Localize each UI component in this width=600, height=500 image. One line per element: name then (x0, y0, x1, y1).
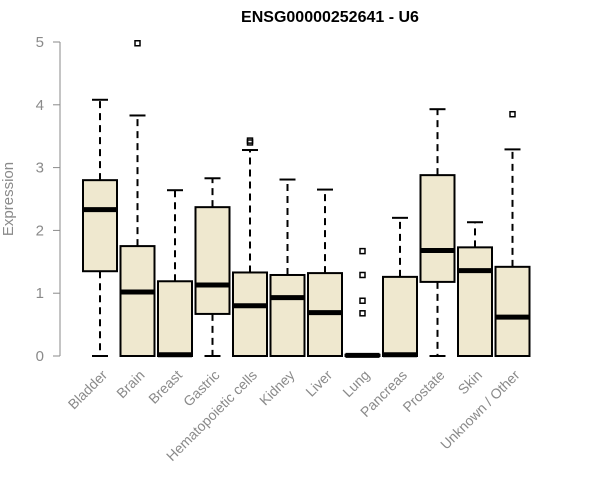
box-0 (82, 98, 118, 357)
x-tick-label: Lung (339, 367, 372, 400)
box-iqr (382, 275, 418, 358)
box-iqr (457, 246, 493, 357)
x-tick-label: Breast (145, 367, 185, 407)
box-11 (494, 110, 531, 358)
box-6 (307, 188, 343, 358)
x-tick-label: Prostate (399, 367, 447, 415)
box-7 (344, 247, 381, 358)
x-tick-label: Skin (455, 367, 486, 398)
box-3 (194, 177, 231, 357)
y-tick-label: 2 (36, 222, 44, 239)
box-iqr (232, 271, 268, 358)
box-9 (419, 108, 456, 357)
box-1 (119, 40, 156, 358)
outlier-point (359, 247, 366, 255)
box-iqr (157, 280, 193, 358)
box-iqr (82, 179, 118, 273)
y-tick-label: 3 (36, 160, 44, 177)
chart-title: ENSG00000252641 - U6 (241, 9, 419, 26)
x-tick-label: Bladder (65, 367, 111, 413)
box-2 (157, 189, 193, 358)
y-tick-label: 0 (36, 348, 44, 365)
boxes (82, 40, 531, 358)
box-iqr (494, 265, 531, 358)
box-8 (382, 216, 418, 358)
box-iqr (119, 245, 156, 358)
y-tick-label: 5 (36, 34, 44, 51)
y-axis: 0 1 2 3 4 5 (36, 34, 61, 365)
box-10 (457, 221, 493, 357)
x-tick-label: Kidney (256, 367, 298, 409)
outlier-point (134, 40, 141, 47)
y-tick-label: 4 (36, 97, 44, 114)
outlier-point (246, 137, 254, 144)
outlier-point (359, 297, 366, 304)
box-4 (232, 137, 268, 358)
outlier-point (509, 110, 516, 118)
x-tick-label: Brain (113, 367, 147, 401)
x-tick-label: Liver (302, 367, 335, 400)
outlier-point (359, 310, 366, 317)
box-iqr (419, 174, 456, 283)
y-tick-label: 1 (36, 285, 44, 302)
box-iqr (269, 273, 306, 358)
y-axis-label: Expression (0, 162, 17, 236)
box-5 (269, 178, 306, 358)
outlier-point (359, 271, 366, 279)
box-iqr (194, 206, 231, 315)
